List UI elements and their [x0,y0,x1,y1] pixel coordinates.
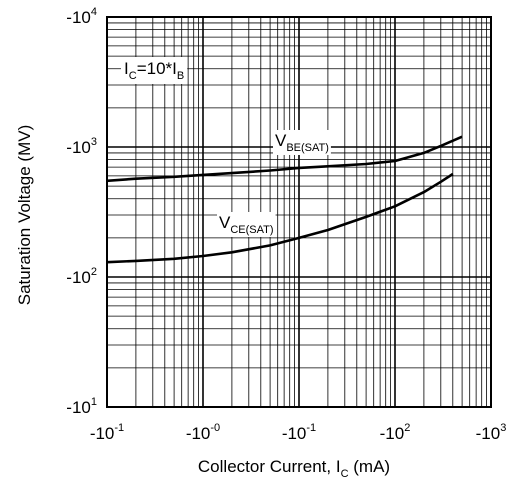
y-tick-label: -101 [66,396,97,417]
vce-sat-label-background [217,212,276,237]
vce-sat-label: VCE(SAT) [219,213,274,236]
y-tick-label: -103 [66,136,97,157]
x-tick-label: -10-1 [282,422,316,443]
x-tick-label: -10-1 [90,422,124,443]
x-axis-title: Collector Current, IC (mA) [198,457,390,479]
condition-label: IC=10*IB [124,59,184,82]
plot-frame [106,16,492,408]
minor-grid [107,17,491,407]
y-axis-title: Saturation Voltage (MV) [15,125,34,305]
x-tick-label: -103 [476,422,506,443]
series-label-layer: VBE(SAT) VCE(SAT) [217,130,331,237]
condition-label-background [121,57,188,84]
x-tick-label: -10-0 [186,422,220,443]
y-tick-label: -104 [66,6,97,27]
series-layer [106,135,463,264]
vbe-sat-label-background [273,130,331,155]
x-tick-label: -102 [380,422,411,443]
x-tick-labels: -10-1 -10-0 -10-1 -102 -103 [90,422,506,443]
y-tick-labels: -101 -102 -103 -104 [66,6,97,417]
y-tick-label: -102 [66,266,97,287]
vbe-sat-label: VBE(SAT) [275,131,329,154]
vce-sat-curve [106,172,454,264]
vbe-sat-curve [106,135,463,183]
